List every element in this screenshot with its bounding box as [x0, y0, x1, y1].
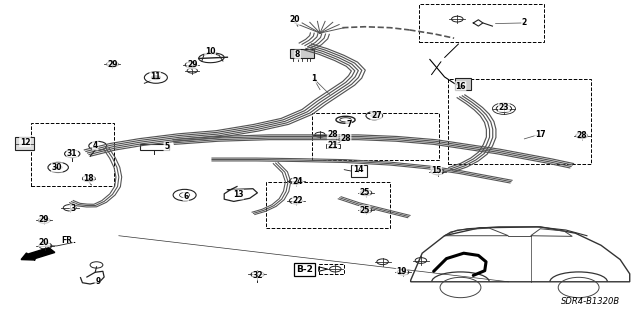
- Bar: [448, 78, 591, 164]
- Text: 29: 29: [39, 215, 49, 224]
- Text: 17: 17: [535, 130, 546, 138]
- Text: 2: 2: [522, 19, 527, 27]
- Text: 19: 19: [397, 267, 407, 276]
- Circle shape: [151, 75, 161, 80]
- Circle shape: [54, 165, 63, 170]
- Text: 20: 20: [289, 15, 300, 24]
- Circle shape: [83, 175, 95, 182]
- Bar: [419, 4, 543, 42]
- Text: 15: 15: [431, 166, 442, 175]
- Bar: [15, 137, 34, 150]
- Text: 22: 22: [292, 196, 303, 205]
- Bar: [312, 114, 440, 160]
- Text: 28: 28: [328, 130, 338, 138]
- Text: 28: 28: [577, 131, 587, 140]
- Text: FR.: FR.: [61, 236, 77, 245]
- Text: 3: 3: [70, 204, 76, 213]
- Text: 30: 30: [52, 163, 62, 172]
- Bar: [326, 144, 340, 148]
- Bar: [319, 264, 344, 274]
- Text: 24: 24: [292, 177, 303, 186]
- Text: 6: 6: [183, 191, 189, 201]
- Bar: [140, 144, 169, 150]
- Text: 11: 11: [150, 72, 161, 81]
- Text: 28: 28: [340, 134, 351, 143]
- Text: 21: 21: [328, 141, 338, 150]
- Text: 18: 18: [83, 174, 94, 183]
- Text: 29: 29: [187, 60, 198, 69]
- Text: 9: 9: [95, 277, 100, 286]
- Text: 16: 16: [455, 82, 466, 91]
- Text: 8: 8: [295, 50, 300, 59]
- Text: 23: 23: [499, 103, 509, 112]
- Bar: [290, 49, 314, 58]
- Text: 25: 25: [360, 206, 370, 215]
- Text: 13: 13: [233, 190, 243, 199]
- Circle shape: [371, 114, 378, 118]
- Text: 1: 1: [311, 74, 316, 83]
- Bar: [31, 123, 115, 187]
- Text: 29: 29: [108, 60, 118, 69]
- Bar: [456, 78, 471, 90]
- Text: 5: 5: [164, 142, 170, 151]
- Text: 4: 4: [93, 141, 98, 150]
- Text: B-2: B-2: [296, 264, 313, 274]
- Bar: [266, 182, 390, 228]
- Text: 25: 25: [360, 188, 370, 197]
- FancyArrow shape: [21, 248, 55, 260]
- Text: 12: 12: [20, 137, 30, 146]
- Text: 7: 7: [346, 120, 351, 129]
- Text: 20: 20: [39, 238, 49, 247]
- Text: 14: 14: [353, 165, 364, 174]
- Bar: [351, 165, 367, 177]
- Text: SDR4-B1320B: SDR4-B1320B: [561, 297, 620, 306]
- Text: 31: 31: [67, 149, 77, 158]
- Text: 27: 27: [371, 111, 381, 120]
- Text: 32: 32: [253, 271, 263, 280]
- Text: 10: 10: [205, 47, 216, 56]
